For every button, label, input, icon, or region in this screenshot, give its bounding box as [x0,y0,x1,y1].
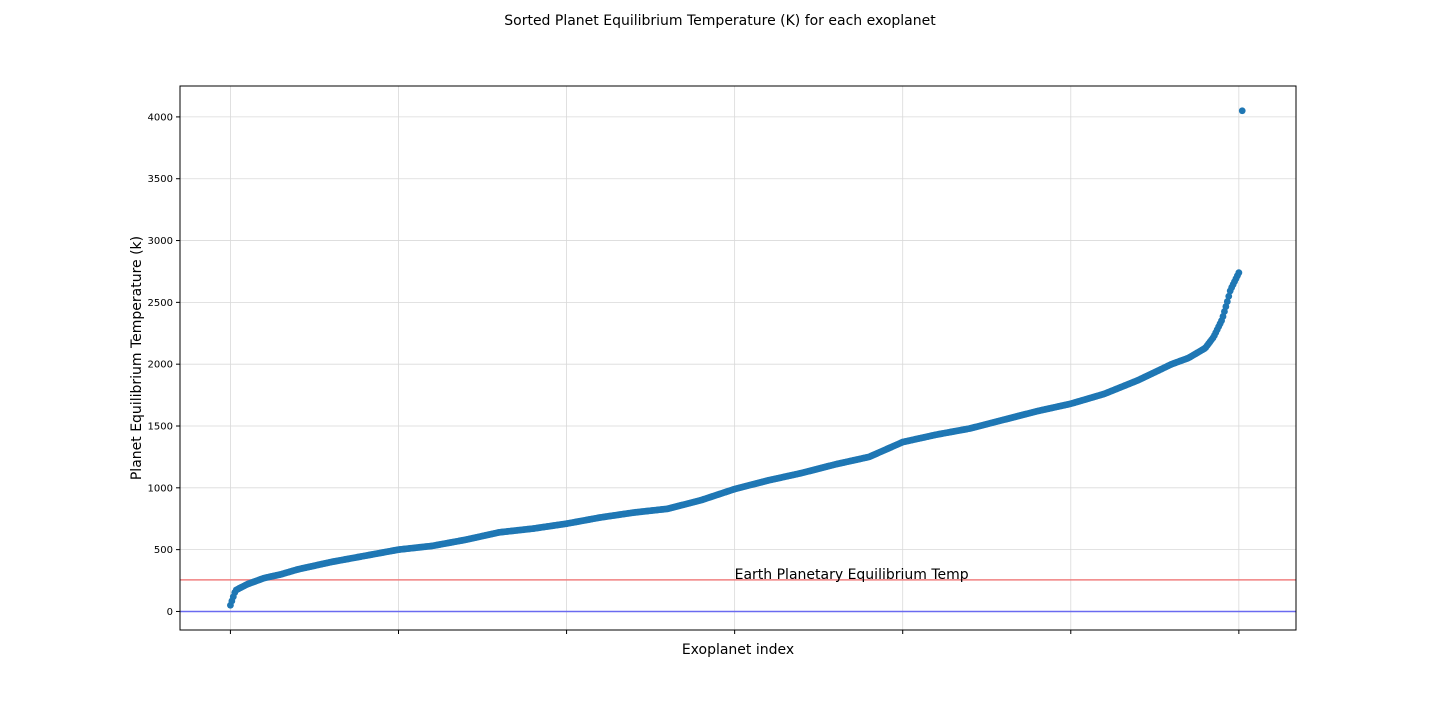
y-tick-label: 500 [154,545,173,556]
y-tick-label: 2000 [148,360,173,371]
y-tick-label: 1000 [148,483,173,494]
data-point [1223,298,1231,305]
y-axis-label: Planet Equilibrium Temperature (k) [129,236,145,480]
outlier-point [1238,107,1246,115]
data-point [1225,292,1233,300]
y-tick-label: 0 [167,607,173,618]
reference-lines [180,579,1296,613]
y-tick-label: 3000 [148,236,173,247]
plot-frame [179,85,1297,631]
x-axis-label: Exoplanet index [682,642,794,658]
grid [180,86,1296,630]
chart-title: Sorted Planet Equilibrium Temperature (K… [504,13,936,29]
data-points [227,107,1246,609]
y-axis-ticks: 0 500 1000 1500 2000 2500 3000 3500 4000 [148,112,180,618]
earth-annotation: Earth Planetary Equilibrium Temp [735,567,969,583]
data-point [1235,269,1243,277]
y-tick-label: 3500 [148,174,173,185]
y-tick-label: 1500 [148,422,173,433]
y-tick-label: 2500 [148,298,173,309]
x-axis-ticks [229,630,1240,634]
y-tick-label: 4000 [148,112,173,123]
